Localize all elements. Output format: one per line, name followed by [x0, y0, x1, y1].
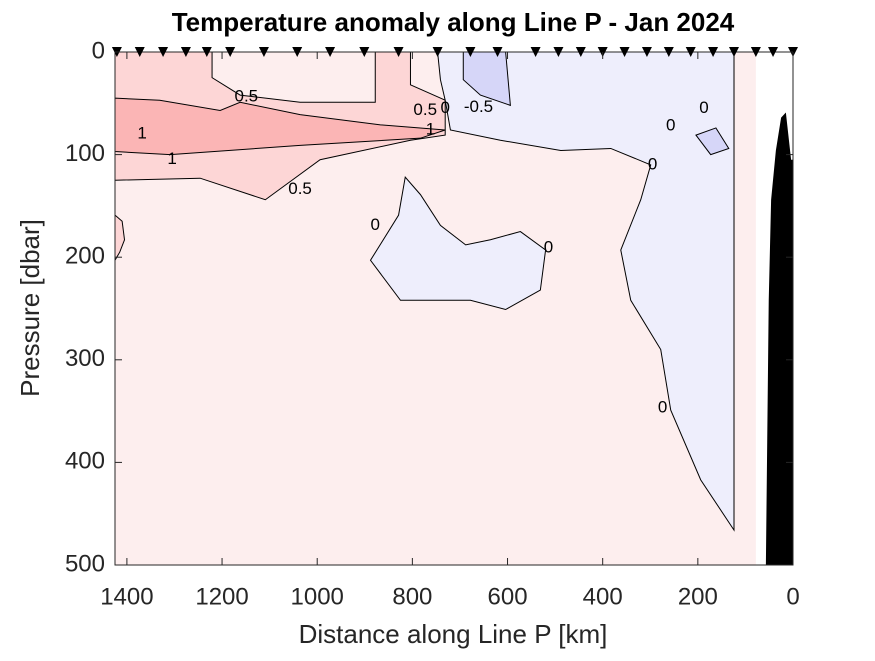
station-marker: [393, 47, 404, 57]
contour-label: 1: [167, 149, 176, 168]
contour-label: 0.5: [288, 179, 312, 198]
x-tick-label: 400: [583, 583, 623, 610]
x-tick-label: 200: [678, 583, 718, 610]
station-marker: [258, 47, 269, 57]
station-marker: [292, 47, 303, 57]
x-tick-label: 800: [392, 583, 432, 610]
station-marker: [465, 47, 476, 57]
station-marker: [685, 47, 696, 57]
station-marker: [225, 47, 236, 57]
y-tick-label: 100: [65, 140, 105, 167]
station-marker: [432, 47, 443, 57]
bathymetry: [765, 112, 793, 565]
contour-region: [695, 127, 730, 156]
contour-label: 0: [440, 98, 449, 117]
x-tick-label: 600: [488, 583, 528, 610]
station-marker: [708, 47, 719, 57]
y-tick-label: 200: [65, 243, 105, 270]
station-marker: [158, 47, 169, 57]
x-tick-label: 1000: [291, 583, 344, 610]
station-marker: [530, 47, 541, 57]
station-marker: [180, 47, 191, 57]
y-tick-label: 400: [65, 448, 105, 475]
contour-label: -0.5: [464, 97, 493, 116]
x-tick-label: 1200: [195, 583, 248, 610]
contour-label: 0: [658, 398, 667, 417]
y-tick-label: 0: [92, 37, 105, 64]
contour-region: [437, 52, 735, 532]
y-axis-label: Pressure [dbar]: [15, 219, 45, 397]
station-marker: [575, 47, 586, 57]
station-marker: [750, 47, 761, 57]
contour-label: 0: [666, 115, 675, 134]
station-marker: [641, 47, 652, 57]
station-marker: [553, 47, 564, 57]
station-marker: [201, 47, 212, 57]
y-tick-label: 300: [65, 345, 105, 372]
station-marker: [325, 47, 336, 57]
contour-label: 0: [648, 154, 657, 173]
station-marker: [134, 47, 145, 57]
chart-title: Temperature anomaly along Line P - Jan 2…: [172, 7, 735, 37]
contour-label: 0.5: [234, 87, 258, 106]
y-tick-label: 500: [65, 550, 105, 577]
contour-region: [369, 176, 547, 311]
station-marker: [729, 47, 740, 57]
contour-label: 1: [426, 119, 435, 138]
contour-region: [115, 97, 446, 156]
axes-box: [114, 51, 794, 566]
contour-region: [115, 214, 126, 262]
contour-label: 0: [371, 215, 380, 234]
x-axis-label: Distance along Line P [km]: [299, 619, 608, 649]
contour-label: 1: [137, 124, 146, 143]
station-marker: [663, 47, 674, 57]
contour-label: 0: [699, 98, 708, 117]
station-marker: [359, 47, 370, 57]
x-tick-label: 1400: [100, 583, 153, 610]
x-tick-label: 0: [786, 583, 799, 610]
contour-label: 0.5: [413, 100, 437, 119]
station-marker: [619, 47, 630, 57]
station-marker: [492, 47, 503, 57]
contour-label: 0: [544, 237, 553, 256]
station-marker: [768, 47, 779, 57]
contour-region: [462, 52, 511, 107]
